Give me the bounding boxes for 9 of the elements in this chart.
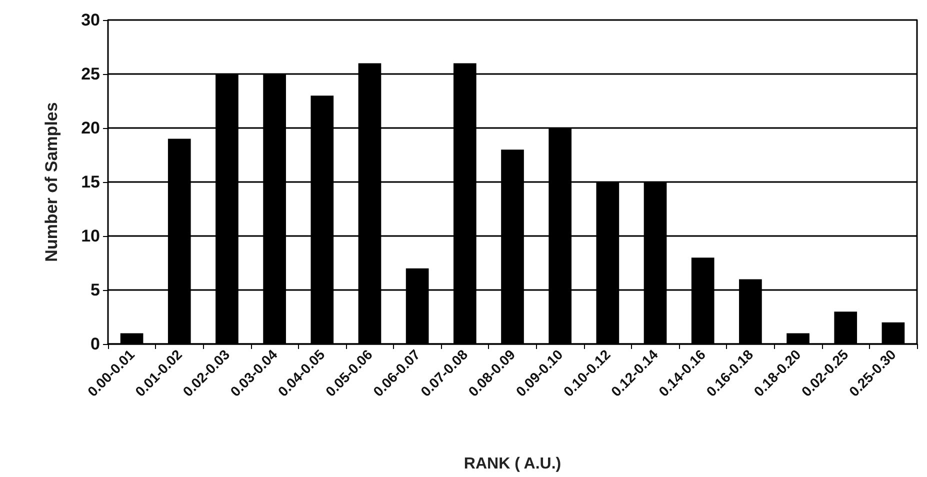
y-tick-label: 25 (81, 64, 100, 84)
y-tick-label: 15 (81, 172, 100, 192)
y-tick-label: 0 (90, 334, 100, 354)
y-tick-label: 10 (81, 226, 100, 246)
y-tick-label: 20 (81, 118, 100, 138)
y-axis-title: Number of Samples (42, 102, 61, 262)
y-tick-label: 30 (81, 10, 100, 30)
x-axis-title: RANK ( A.U.) (464, 456, 562, 472)
y-tick-label: 5 (90, 280, 100, 300)
